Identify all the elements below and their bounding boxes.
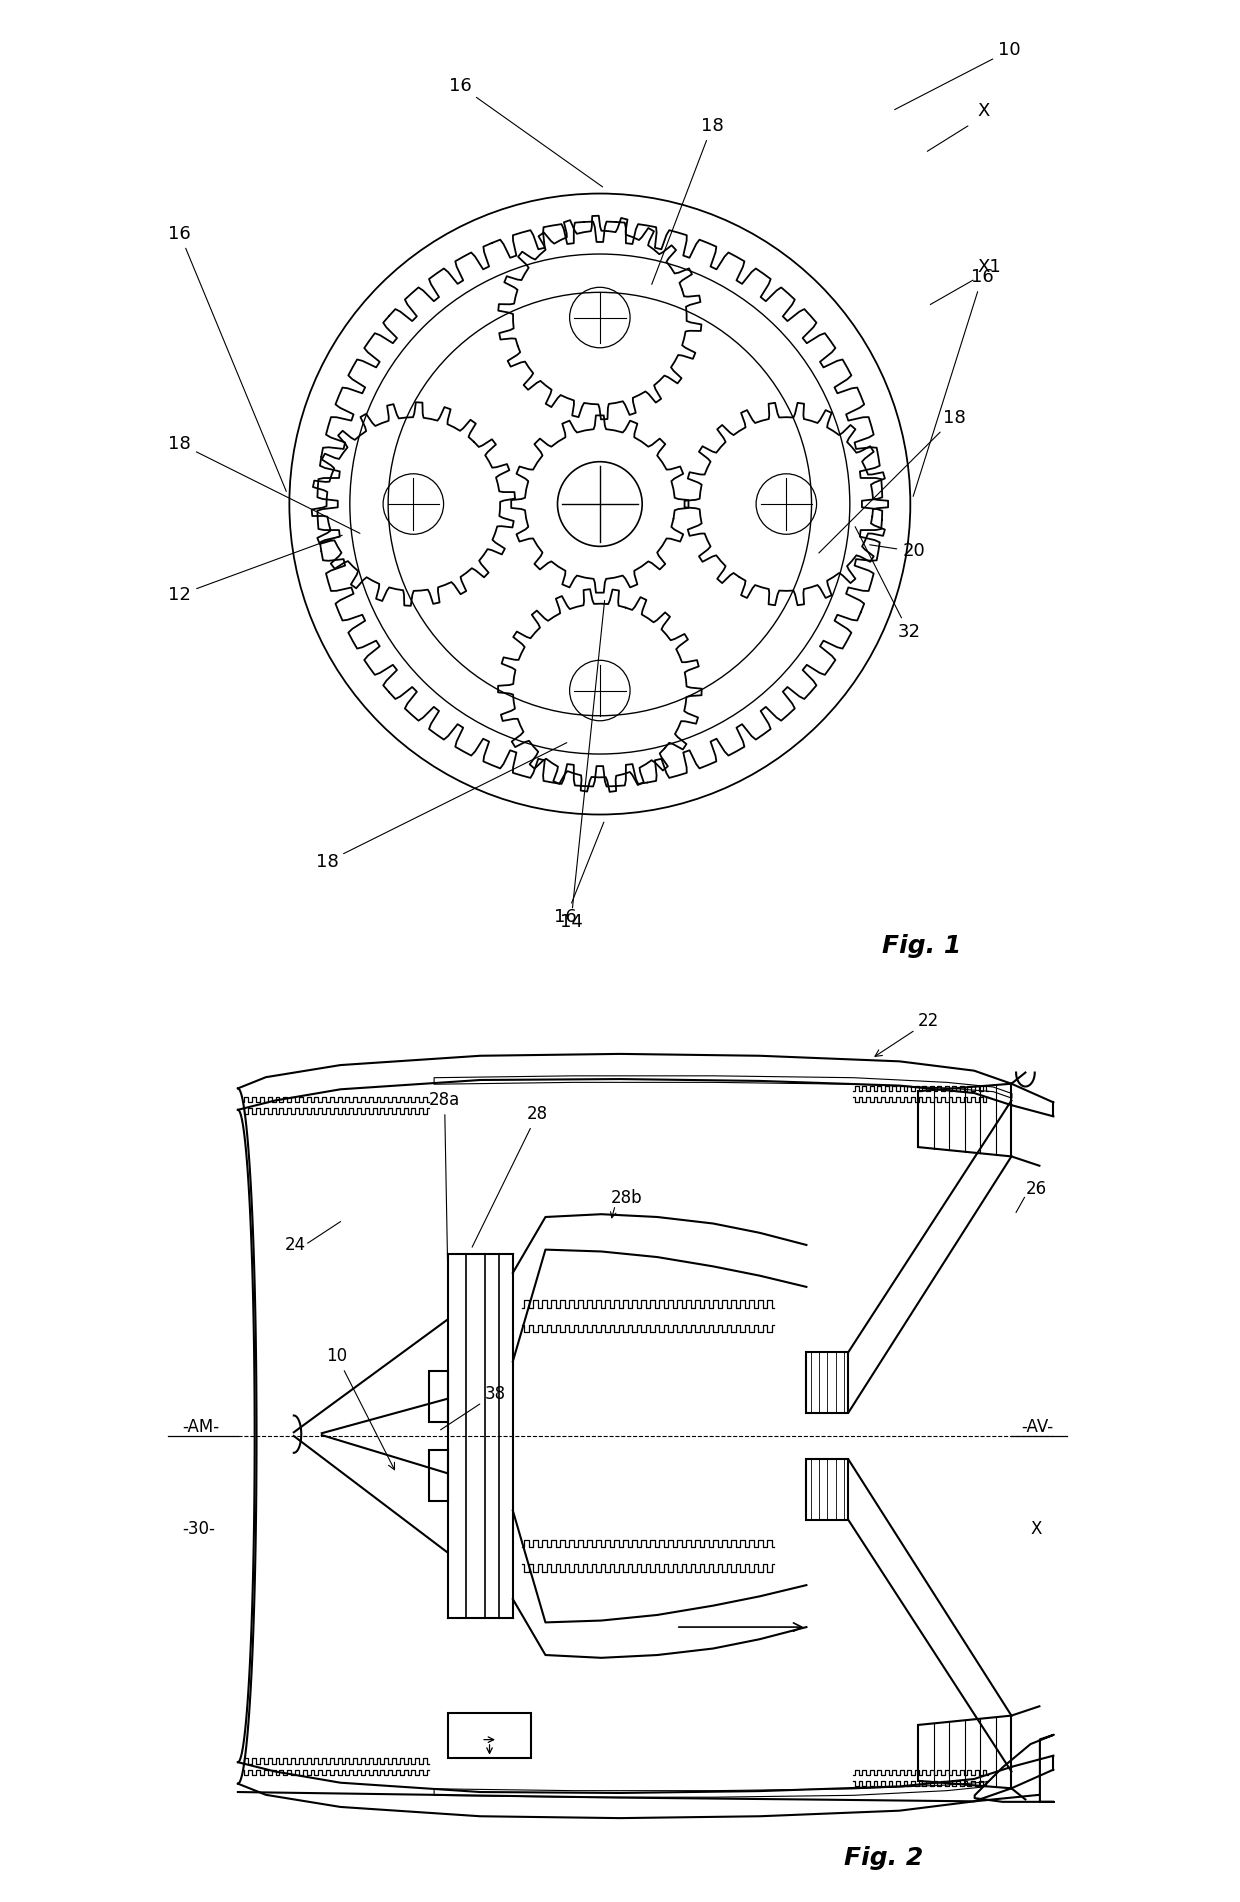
- Text: 24: 24: [284, 1236, 305, 1253]
- Text: -AV-: -AV-: [1021, 1417, 1053, 1436]
- Text: -AM-: -AM-: [182, 1417, 219, 1436]
- Bar: [448, 1714, 532, 1757]
- Text: 12: 12: [169, 534, 342, 603]
- Text: 18: 18: [818, 409, 965, 553]
- Bar: [806, 1352, 848, 1413]
- Text: 28: 28: [472, 1105, 548, 1248]
- Text: Fig. 1: Fig. 1: [882, 934, 961, 957]
- Text: 10: 10: [326, 1347, 394, 1470]
- Text: X: X: [1030, 1520, 1042, 1539]
- Text: 14: 14: [559, 601, 605, 932]
- Text: 16: 16: [169, 224, 286, 491]
- Text: 18: 18: [652, 118, 723, 285]
- Text: X1: X1: [978, 259, 1002, 276]
- Text: 16: 16: [913, 268, 993, 496]
- Text: 10: 10: [894, 42, 1021, 110]
- Text: 26: 26: [1025, 1179, 1047, 1198]
- Text: 28b: 28b: [610, 1189, 642, 1208]
- Text: 16: 16: [449, 76, 603, 186]
- Text: -30-: -30-: [182, 1520, 215, 1539]
- Text: 38: 38: [440, 1385, 506, 1430]
- Bar: [806, 1459, 848, 1520]
- Text: 32: 32: [856, 527, 920, 641]
- Bar: [429, 1371, 448, 1423]
- Text: 20: 20: [869, 542, 925, 561]
- Text: 22: 22: [875, 1012, 940, 1056]
- Text: 16: 16: [554, 822, 604, 926]
- Text: X: X: [978, 103, 991, 120]
- Text: 18: 18: [315, 742, 567, 871]
- Text: 28a: 28a: [429, 1092, 460, 1261]
- Bar: [429, 1449, 448, 1501]
- Text: Fig. 2: Fig. 2: [843, 1845, 923, 1870]
- Text: 18: 18: [169, 434, 360, 533]
